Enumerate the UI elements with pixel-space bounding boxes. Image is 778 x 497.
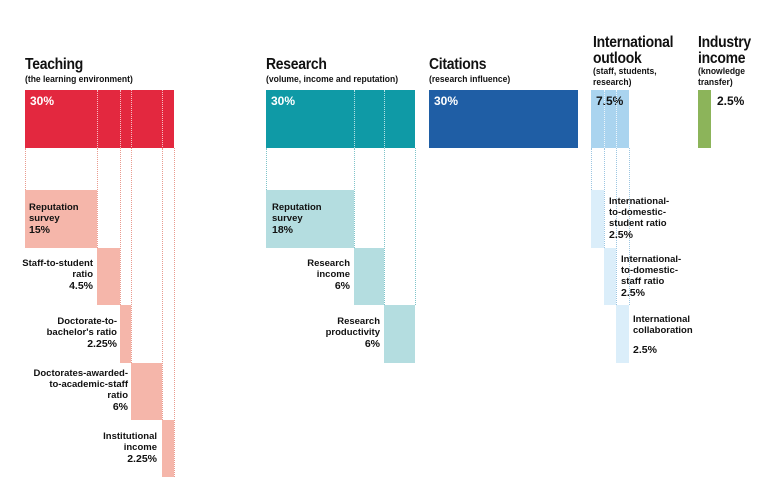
teaching-doctorate-bachelor-bar — [120, 305, 131, 363]
teaching-subtitle: (the learning environment) — [25, 74, 133, 85]
citations-subtitle: (research influence) — [429, 74, 511, 85]
teaching-total-value: 30% — [30, 94, 55, 108]
international-collaboration-label: International collaboration 2.5% — [633, 314, 693, 356]
international-collaboration-bar — [616, 305, 629, 363]
international-title: International outlook — [593, 34, 674, 67]
teaching-doctorate-bachelor-value: 2.25% — [87, 338, 117, 350]
industry-subtitle: (knowledge transfer) — [698, 66, 746, 88]
industry-title: Industry income — [698, 34, 751, 67]
teaching-guide — [97, 148, 98, 248]
international-student-value: 2.5% — [609, 229, 633, 241]
teaching-guide — [25, 148, 26, 190]
international-subtitle: (staff, students, research) — [593, 66, 657, 88]
teaching-guide — [162, 148, 163, 420]
teaching-doctorates-awarded-label: Doctorates-awarded- to-academic-staff ra… — [0, 368, 129, 413]
teaching-doctorate-bachelor-label: Doctorate-to- bachelor's ratio 2.25% — [0, 316, 117, 350]
research-subtitle: (volume, income and reputation) — [266, 74, 399, 85]
teaching-reputation-value: 15% — [29, 224, 51, 236]
citations-title: Citations — [429, 56, 487, 73]
citations-total-bar: 30% — [429, 90, 578, 148]
research-guide — [266, 148, 267, 190]
teaching-guide — [120, 148, 121, 305]
research-guide — [384, 148, 385, 305]
teaching-institutional-income-label: Institutional income 2.25% — [0, 431, 157, 465]
teaching-total-bar: 30% — [25, 90, 174, 148]
research-divider — [354, 90, 355, 148]
teaching-institutional-income-value: 2.25% — [127, 453, 157, 465]
industry-total-bar — [698, 90, 711, 148]
research-total-bar: 30% — [266, 90, 415, 148]
research-divider — [384, 90, 385, 148]
teaching-staff-student-label: Staff-to-student ratio 4.5% — [0, 258, 93, 292]
citations-total-value: 30% — [434, 94, 459, 108]
international-divider — [616, 90, 617, 148]
teaching-divider — [97, 90, 98, 190]
teaching-institutional-income-bar — [162, 420, 174, 477]
teaching-title: Teaching — [25, 56, 84, 73]
research-productivity-bar — [384, 305, 415, 363]
international-staff-label: International- to-domestic- staff ratio … — [621, 254, 682, 299]
international-student-bar — [591, 190, 604, 248]
international-guide — [629, 148, 630, 305]
teaching-guide — [131, 148, 132, 363]
teaching-doctorates-awarded-bar — [131, 363, 162, 420]
international-total-value: 7.5% — [596, 94, 624, 108]
research-productivity-value: 6% — [364, 338, 380, 350]
research-income-bar — [354, 248, 384, 305]
international-staff-value: 2.5% — [621, 287, 645, 299]
research-reputation-label: Reputation survey 18% — [272, 202, 322, 236]
teaching-reputation-label: Reputation survey 15% — [29, 202, 79, 236]
international-total-bar: 7.5% — [591, 90, 629, 148]
teaching-staff-student-value: 4.5% — [69, 280, 93, 292]
research-reputation-value: 18% — [272, 224, 294, 236]
research-guide — [354, 148, 355, 248]
teaching-doctorates-awarded-value: 6% — [112, 401, 128, 413]
international-student-label: International- to-domestic- student rati… — [609, 196, 670, 241]
international-guide — [604, 148, 605, 248]
research-income-label: Research income 6% — [260, 258, 350, 292]
international-staff-bar — [604, 248, 616, 305]
research-total-value: 30% — [271, 94, 296, 108]
teaching-reputation-bar: Reputation survey 15% — [25, 190, 97, 248]
international-guide — [591, 148, 592, 190]
research-productivity-label: Research productivity 6% — [280, 316, 380, 350]
research-title: Research — [266, 56, 327, 73]
international-collaboration-value: 2.5% — [633, 344, 657, 356]
international-guide — [616, 148, 617, 305]
teaching-staff-student-bar — [97, 248, 120, 305]
research-reputation-bar: Reputation survey 18% — [266, 190, 354, 248]
international-divider — [604, 90, 605, 148]
research-guide — [415, 148, 416, 305]
research-income-value: 6% — [334, 280, 350, 292]
teaching-guide — [174, 148, 175, 477]
industry-total-value: 2.5% — [717, 94, 745, 108]
